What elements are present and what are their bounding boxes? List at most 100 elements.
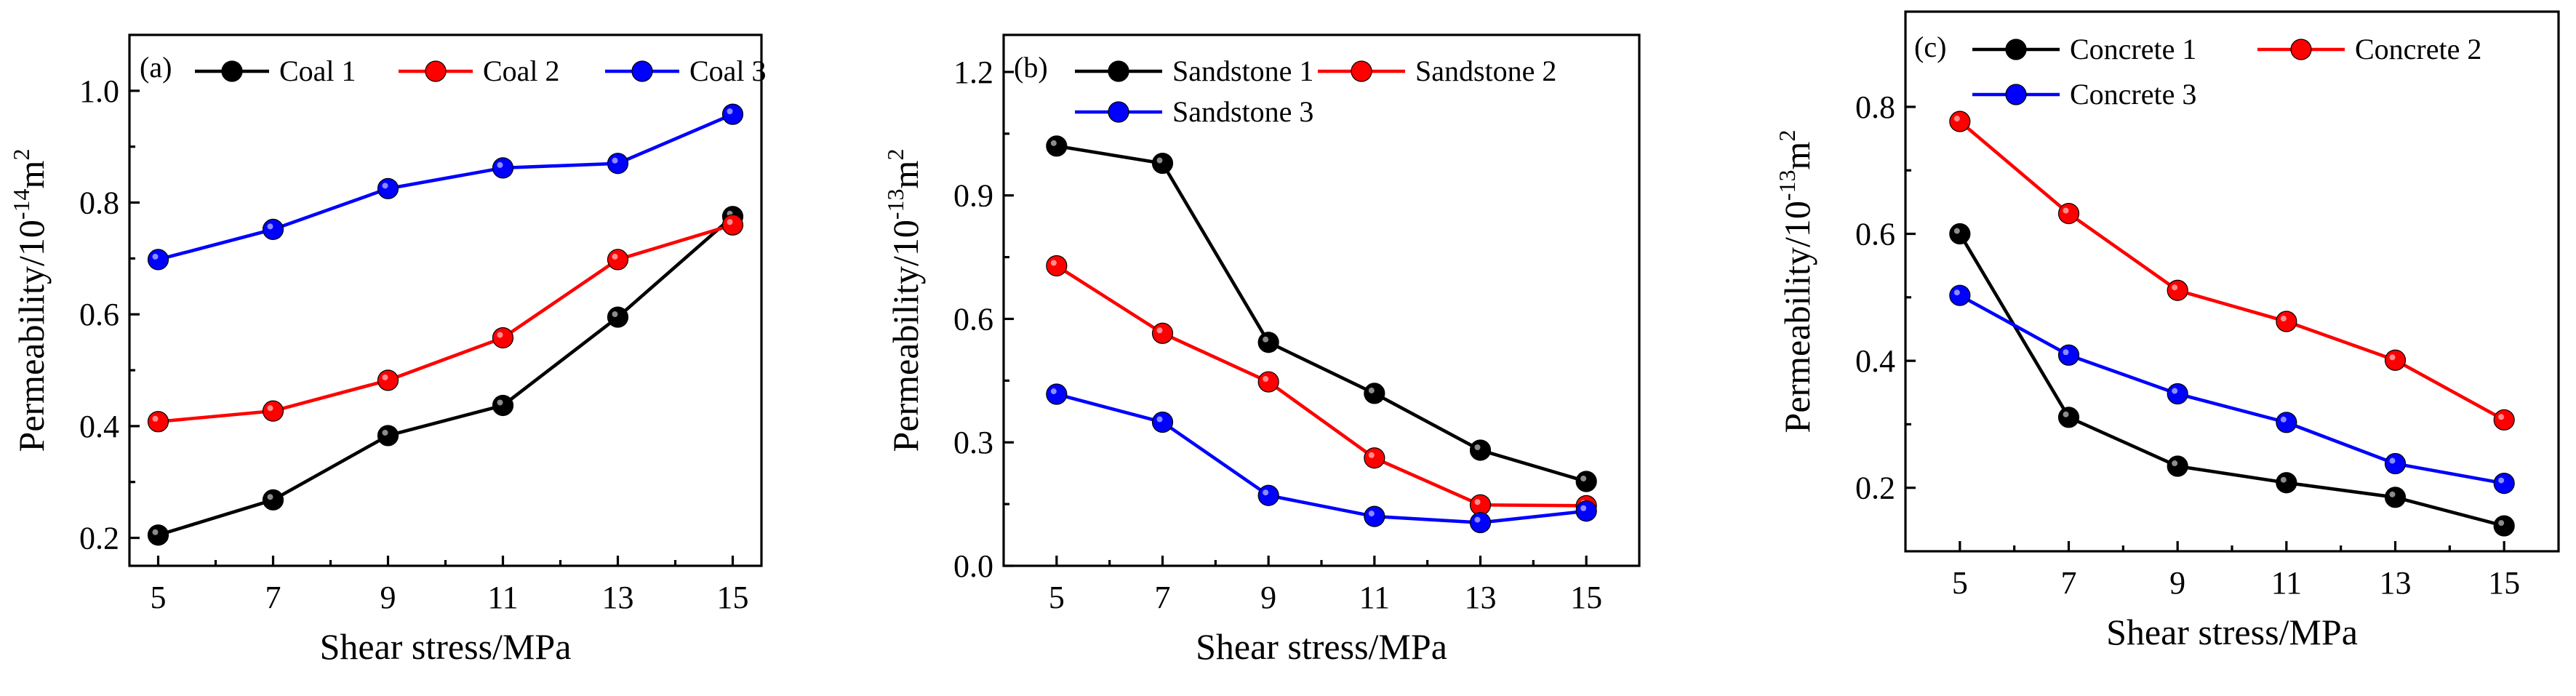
data-point: [1364, 383, 1385, 404]
data-point: [147, 249, 169, 271]
data-point: [1257, 484, 1279, 506]
data-point: [1469, 511, 1492, 534]
data-point-highlight: [152, 253, 159, 260]
data-point-highlight: [2172, 284, 2178, 291]
x-tick-label: 7: [265, 580, 281, 615]
data-point: [492, 327, 514, 349]
legend-marker: [425, 60, 447, 82]
data-point-highlight: [1050, 140, 1057, 146]
series-line: [1055, 264, 1587, 508]
data-point-highlight: [1580, 475, 1587, 481]
legend-label: Coal 1: [279, 55, 356, 87]
x-axis-title: Shear stress/MPa: [320, 626, 572, 667]
series-2: [147, 214, 744, 433]
data-point: [1949, 284, 1971, 306]
legend-label: Concrete 2: [2355, 33, 2481, 65]
series-line: [1958, 233, 2505, 528]
data-point-highlight: [2280, 476, 2287, 483]
y-axis-title-unit-exp: 2: [8, 149, 34, 161]
data-point-highlight: [1368, 511, 1375, 517]
data-point: [1046, 383, 1068, 405]
legend-label: Sandstone 1: [1172, 55, 1313, 87]
data-point: [2384, 349, 2407, 371]
y-axis-title-base: Permeability/10: [885, 220, 926, 452]
legend-entry-2: Coal 2: [399, 55, 560, 87]
data-point: [2057, 344, 2080, 366]
data-point-highlight: [267, 405, 273, 412]
data-point: [2276, 311, 2297, 332]
y-axis-title: Permeability/10-13m2: [1774, 130, 1817, 433]
panel-label: (c): [1914, 31, 1946, 63]
data-point: [2493, 472, 2515, 495]
y-tick-label: 0.4: [79, 409, 119, 444]
data-point-highlight: [727, 108, 733, 115]
y-tick-label: 0.6: [953, 301, 993, 337]
x-axis-title: Shear stress/MPa: [1196, 626, 1447, 667]
data-point-highlight: [1474, 516, 1481, 523]
data-point-highlight: [2063, 207, 2069, 214]
legend-entry-3: Coal 3: [605, 55, 767, 87]
data-point-highlight: [1953, 116, 1960, 122]
series-1: [1949, 223, 2515, 537]
x-tick-label: 9: [2169, 565, 2185, 601]
legend-marker: [2290, 39, 2312, 60]
x-axis-title: Shear stress/MPa: [2106, 612, 2358, 652]
legend-marker: [631, 60, 653, 82]
y-axis-title-base: Permeability/10: [11, 220, 52, 452]
legend-entry-2: Sandstone 2: [1318, 55, 1556, 87]
data-point: [1257, 371, 1279, 393]
data-point-highlight: [497, 399, 503, 406]
data-point: [2167, 279, 2188, 301]
series-2: [1949, 111, 2515, 431]
chart-panel-2: 5 7 9 11 13 15 0.0 0.3 0.6 0.9 1.2 Shear stress/MPa…: [882, 33, 1641, 667]
series-line: [158, 223, 734, 424]
y-axis-title-unit: m: [11, 160, 52, 188]
series-line: [1959, 294, 2505, 485]
data-point: [262, 218, 284, 241]
data-point-highlight: [1263, 376, 1269, 383]
data-point: [1151, 322, 1174, 344]
y-tick-label: 0.9: [953, 178, 993, 214]
y-axis-title-exponent: -13: [882, 188, 908, 220]
legend-marker: [2005, 84, 2027, 105]
x-tick-label: 13: [2380, 565, 2412, 601]
legend-marker: [221, 60, 243, 82]
x-tick-label: 15: [1570, 580, 1602, 615]
data-point: [1949, 111, 1971, 132]
data-point-highlight: [2280, 416, 2287, 423]
data-point-highlight: [2389, 491, 2396, 497]
data-point-highlight: [727, 219, 733, 225]
legend-entry-1: Concrete 1: [1972, 33, 2196, 65]
data-point: [607, 249, 629, 271]
panel-label: (b): [1014, 51, 1048, 84]
data-point-highlight: [1474, 499, 1481, 505]
data-point: [262, 489, 284, 511]
data-point-highlight: [2389, 354, 2396, 361]
y-axis-title: Permeability/10-14m2: [8, 149, 52, 452]
x-tick-label: 7: [2061, 565, 2077, 601]
data-point-highlight: [1263, 489, 1269, 496]
data-point-highlight: [1156, 416, 1163, 423]
series-3: [1949, 284, 2515, 495]
data-point-highlight: [382, 429, 388, 436]
data-point-highlight: [1580, 505, 1587, 511]
data-point-highlight: [1263, 336, 1269, 343]
x-tick-label: 5: [1049, 580, 1065, 615]
data-point: [147, 524, 169, 546]
series-line: [1056, 392, 1587, 524]
data-point: [1257, 332, 1279, 353]
data-point: [607, 306, 629, 328]
data-point-highlight: [497, 161, 503, 168]
legend-entry-3: Sandstone 3: [1075, 95, 1313, 128]
x-tick-label: 5: [151, 580, 167, 615]
legend-label: Sandstone 3: [1172, 95, 1313, 128]
data-point-highlight: [2498, 520, 2505, 527]
legend-entry-2: Concrete 2: [2257, 33, 2481, 65]
data-point-highlight: [2389, 457, 2396, 464]
series-line: [1056, 144, 1587, 484]
y-tick-label: 0.6: [79, 297, 119, 332]
data-point-highlight: [1368, 387, 1375, 393]
data-point-highlight: [1156, 327, 1163, 334]
data-point: [2057, 407, 2080, 428]
chart-panel-3: 5 7 9 11 13 15 0.2 0.4 0.6 0.8 Shear stress/MPa Per…: [1774, 10, 2560, 652]
